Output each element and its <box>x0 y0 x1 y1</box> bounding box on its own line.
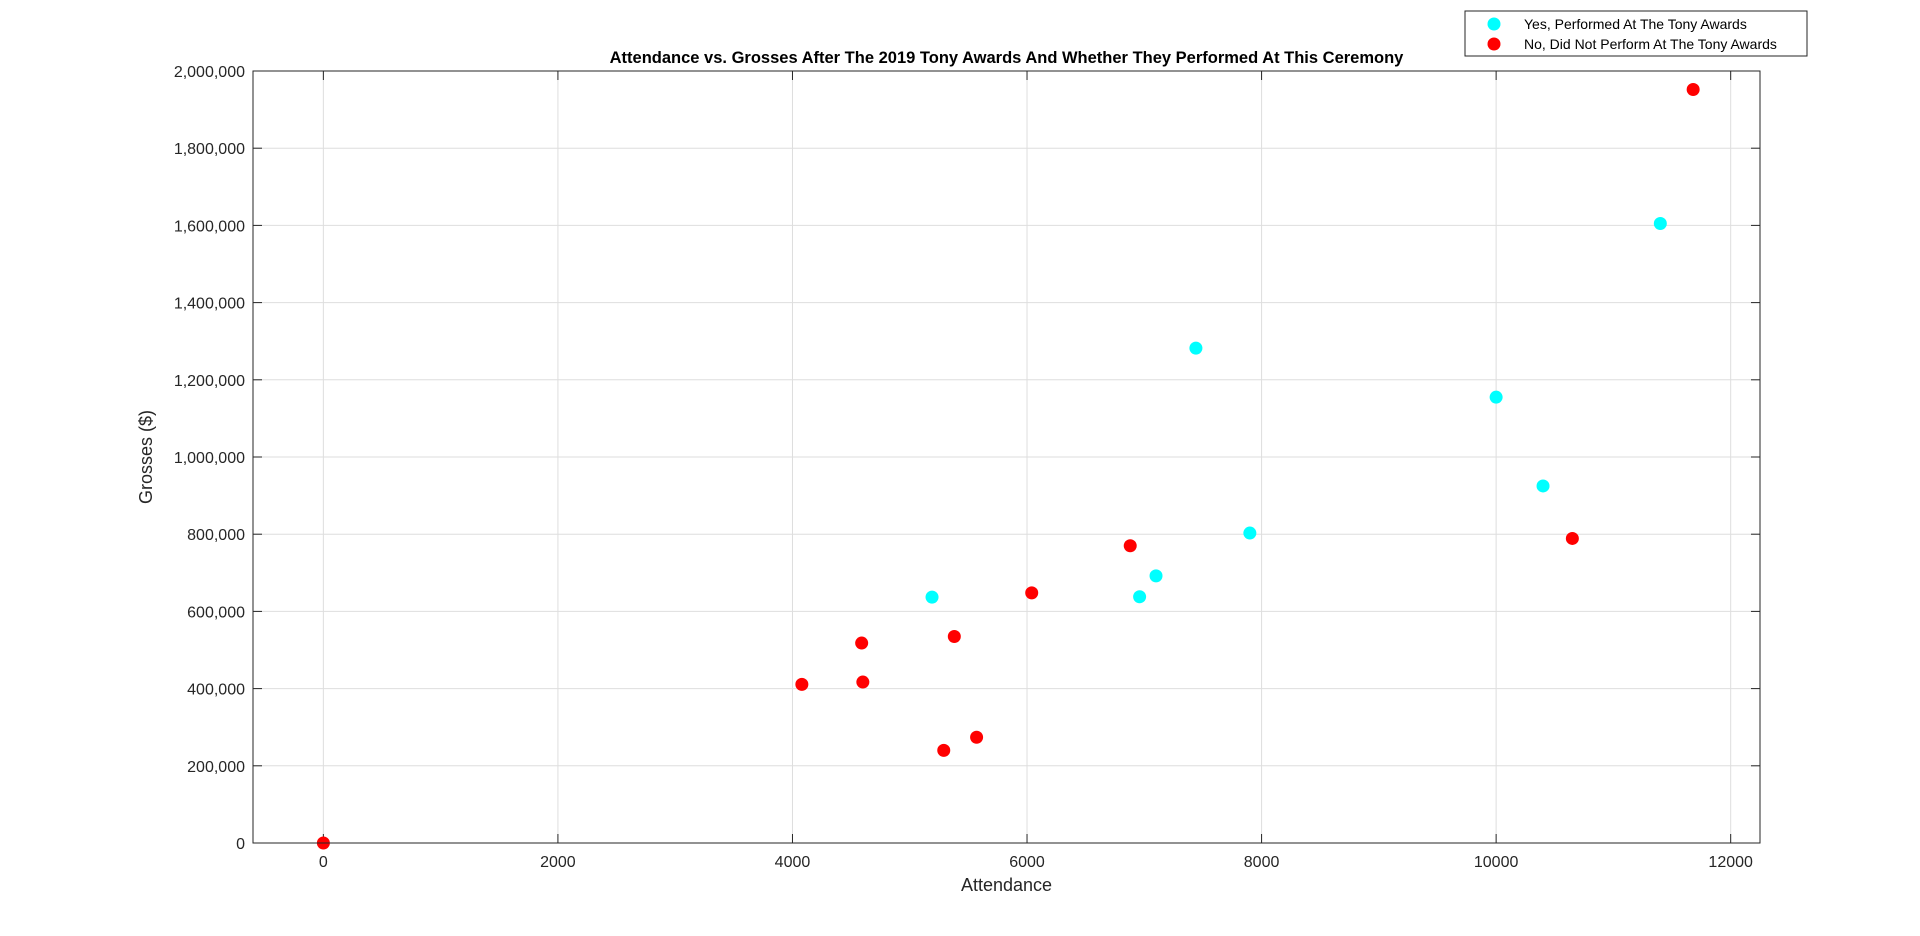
x-tick-label: 10000 <box>1474 854 1519 871</box>
point-not-performed <box>795 677 809 691</box>
point-not-performed <box>970 730 984 744</box>
point-not-performed <box>1025 586 1039 600</box>
data-points <box>316 83 1700 850</box>
x-tick-label: 6000 <box>1009 854 1045 871</box>
point-not-performed <box>1123 539 1137 553</box>
chart-title: Attendance vs. Grosses After The 2019 To… <box>610 49 1405 67</box>
point-performed <box>1536 479 1550 493</box>
x-tick-label: 4000 <box>775 854 811 871</box>
point-not-performed <box>937 743 951 757</box>
x-tick-label: 12000 <box>1708 854 1753 871</box>
point-performed <box>1149 569 1163 583</box>
y-axis-label: Grosses ($) <box>136 410 156 504</box>
x-tick-label: 0 <box>319 854 328 871</box>
x-tick-labels: 0 2000 4000 6000 8000 10000 12000 <box>319 854 1753 871</box>
y-tick-label: 1,600,000 <box>174 218 245 235</box>
point-performed <box>1243 526 1257 540</box>
y-tick-label: 600,000 <box>187 604 245 621</box>
tick-marks <box>253 70 1760 844</box>
point-performed <box>925 590 939 604</box>
point-performed <box>1489 390 1503 404</box>
legend-label-performed: Yes, Performed At The Tony Awards <box>1524 16 1747 32</box>
point-not-performed <box>856 675 870 689</box>
x-tick-label: 8000 <box>1244 854 1280 871</box>
x-tick-label: 2000 <box>540 854 576 871</box>
point-not-performed <box>1565 531 1579 545</box>
y-tick-labels: 0 200,000 400,000 600,000 800,000 1,000,000 1,… <box>174 64 245 853</box>
y-tick-label: 800,000 <box>187 527 245 544</box>
plot-area-frame <box>252 70 1761 844</box>
point-not-performed <box>1686 83 1700 97</box>
y-tick-label: 1,200,000 <box>174 373 245 390</box>
legend: Yes, Performed At The Tony Awards No, Di… <box>1464 10 1808 57</box>
grid-lines <box>253 70 1760 844</box>
y-tick-label: 400,000 <box>187 682 245 699</box>
point-performed <box>1189 341 1203 355</box>
point-performed <box>1653 216 1667 230</box>
point-not-performed <box>855 636 869 650</box>
x-axis-label: Attendance <box>961 875 1052 895</box>
y-tick-label: 2,000,000 <box>174 64 245 81</box>
y-tick-label: 200,000 <box>187 759 245 776</box>
legend-box <box>1464 10 1808 57</box>
point-performed <box>1133 590 1147 604</box>
point-not-performed <box>947 629 961 643</box>
y-tick-label: 0 <box>236 836 245 853</box>
legend-marker-performed <box>1487 17 1501 31</box>
legend-marker-not-performed <box>1487 37 1501 51</box>
legend-label-not-performed: No, Did Not Perform At The Tony Awards <box>1524 36 1777 52</box>
y-tick-label: 1,000,000 <box>174 450 245 467</box>
y-tick-label: 1,400,000 <box>174 296 245 313</box>
y-tick-label: 1,800,000 <box>174 141 245 158</box>
